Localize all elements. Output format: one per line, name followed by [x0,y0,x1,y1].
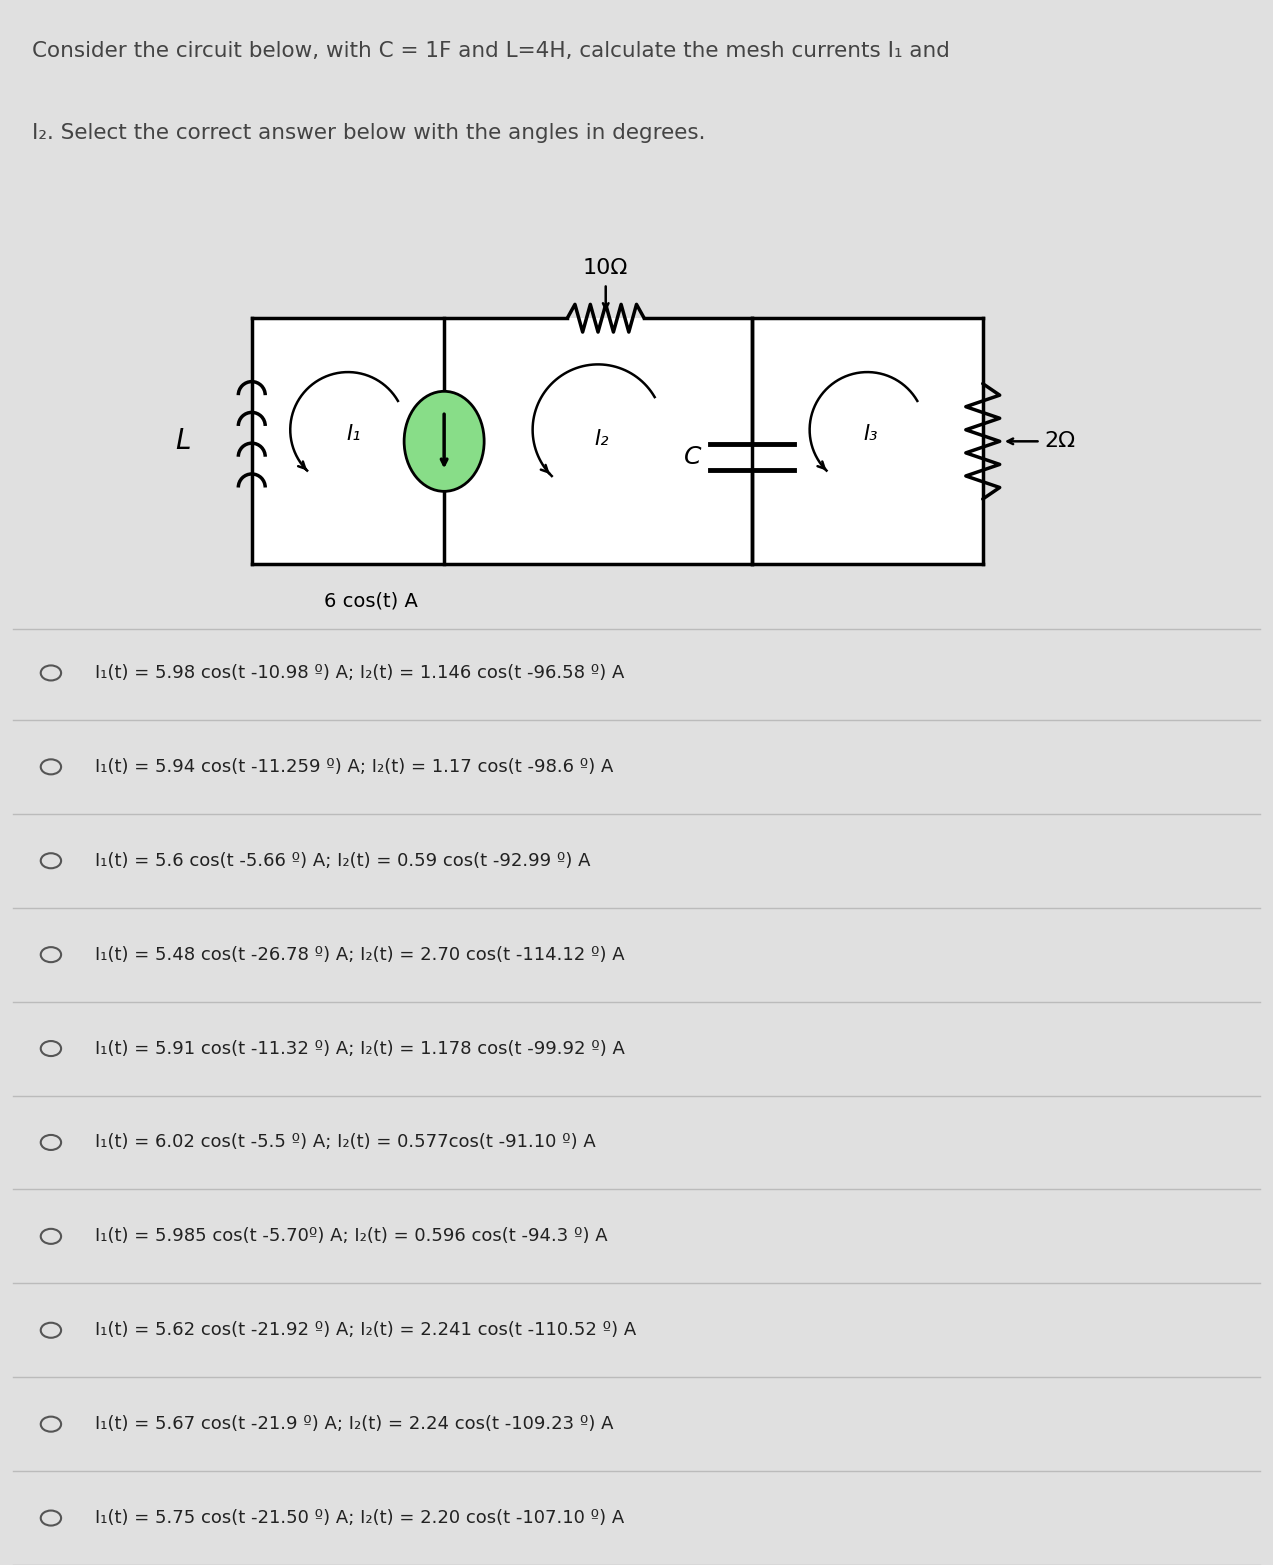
Text: C: C [685,444,701,470]
Text: 10Ω: 10Ω [583,258,629,279]
Text: L: L [174,427,190,455]
Text: I₂: I₂ [594,429,608,449]
Text: I₃: I₃ [864,424,878,443]
Text: I₁(t) = 5.48 cos(t -26.78 º) A; I₂(t) = 2.70 cos(t -114.12 º) A: I₁(t) = 5.48 cos(t -26.78 º) A; I₂(t) = … [95,945,625,964]
Text: I₁(t) = 5.62 cos(t -21.92 º) A; I₂(t) = 2.241 cos(t -110.52 º) A: I₁(t) = 5.62 cos(t -21.92 º) A; I₂(t) = … [95,1321,636,1340]
Text: 2Ω: 2Ω [1044,432,1076,451]
Text: I₂. Select the correct answer below with the angles in degrees.: I₂. Select the correct answer below with… [32,124,705,144]
Text: I₁(t) = 5.91 cos(t -11.32 º) A; I₂(t) = 1.178 cos(t -99.92 º) A: I₁(t) = 5.91 cos(t -11.32 º) A; I₂(t) = … [95,1039,625,1058]
Bar [252,318,983,565]
Text: I₁(t) = 5.6 cos(t -5.66 º) A; I₂(t) = 0.59 cos(t -92.99 º) A: I₁(t) = 5.6 cos(t -5.66 º) A; I₂(t) = 0.… [95,851,591,870]
Text: I₁(t) = 6.02 cos(t -5.5 º) A; I₂(t) = 0.577cos(t -91.10 º) A: I₁(t) = 6.02 cos(t -5.5 º) A; I₂(t) = 0.… [95,1133,596,1152]
Text: 6 cos(t) A: 6 cos(t) A [325,592,418,610]
Text: I₁(t) = 5.94 cos(t -11.259 º) A; I₂(t) = 1.17 cos(t -98.6 º) A: I₁(t) = 5.94 cos(t -11.259 º) A; I₂(t) =… [95,757,614,776]
Text: I₁(t) = 5.98 cos(t -10.98 º) A; I₂(t) = 1.146 cos(t -96.58 º) A: I₁(t) = 5.98 cos(t -10.98 º) A; I₂(t) = … [95,664,625,682]
Text: I₁: I₁ [346,424,362,443]
Text: I₁(t) = 5.67 cos(t -21.9 º) A; I₂(t) = 2.24 cos(t -109.23 º) A: I₁(t) = 5.67 cos(t -21.9 º) A; I₂(t) = 2… [95,1415,614,1434]
Ellipse shape [404,391,484,491]
Text: I₁(t) = 5.985 cos(t -5.70º) A; I₂(t) = 0.596 cos(t -94.3 º) A: I₁(t) = 5.985 cos(t -5.70º) A; I₂(t) = 0… [95,1227,608,1246]
Text: I₁(t) = 5.75 cos(t -21.50 º) A; I₂(t) = 2.20 cos(t -107.10 º) A: I₁(t) = 5.75 cos(t -21.50 º) A; I₂(t) = … [95,1509,625,1527]
Text: Consider the circuit below, with C = 1F and L=4H, calculate the mesh currents I₁: Consider the circuit below, with C = 1F … [32,41,950,61]
